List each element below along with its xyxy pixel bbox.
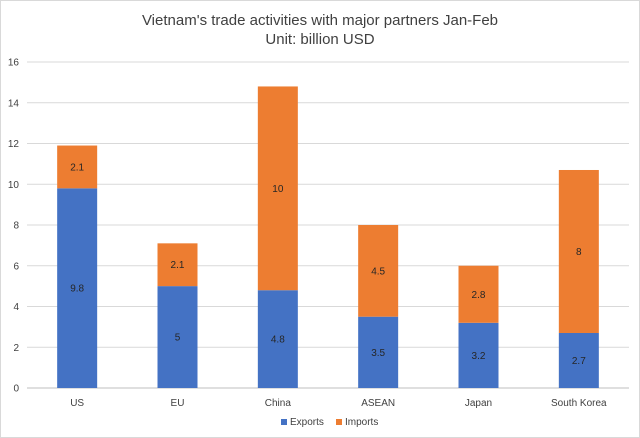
x-tick-label: EU xyxy=(171,398,185,409)
x-tick-label: South Korea xyxy=(551,398,607,409)
data-label: 2.1 xyxy=(70,162,84,173)
legend: Exports Imports xyxy=(281,417,378,428)
data-label: 5 xyxy=(175,333,181,344)
y-tick-label: 4 xyxy=(13,302,19,313)
data-label: 2.7 xyxy=(572,356,586,367)
legend-label-imports: Imports xyxy=(345,417,378,428)
data-label: 8 xyxy=(576,247,582,258)
x-tick-label: China xyxy=(265,398,292,409)
legend-label-exports: Exports xyxy=(290,417,324,428)
x-tick-label: Japan xyxy=(465,398,492,409)
chart-title: Vietnam's trade activities with major pa… xyxy=(142,12,498,29)
data-label: 3.5 xyxy=(371,348,385,359)
x-tick-label: ASEAN xyxy=(361,398,395,409)
y-tick-label: 2 xyxy=(13,343,19,354)
bars: 9.8 2.1 5 2.1 4.8 10 3.5 4.5 3.2 2.8 2.7 8 xyxy=(57,86,599,388)
data-label: 4.8 xyxy=(271,335,285,346)
data-label: 3.2 xyxy=(472,351,486,362)
bar-imports-us xyxy=(57,145,98,189)
legend-swatch-imports xyxy=(336,419,342,425)
bar-exports-china xyxy=(257,290,298,388)
y-tick-label: 8 xyxy=(13,221,19,232)
bar-imports-south-korea xyxy=(558,169,599,333)
bar-exports-eu xyxy=(157,286,198,388)
bar-imports-china xyxy=(257,86,298,291)
bar-exports-us xyxy=(57,188,98,388)
data-label: 10 xyxy=(272,184,284,195)
data-label: 2.8 xyxy=(472,290,486,301)
y-tick-label: 10 xyxy=(8,180,20,191)
y-tick-label: 12 xyxy=(8,139,20,150)
y-tick-label: 6 xyxy=(13,261,19,272)
y-tick-label: 14 xyxy=(8,98,20,109)
legend-swatch-exports xyxy=(281,419,287,425)
bar-imports-asean xyxy=(358,225,399,317)
x-axis-ticks: US EU China ASEAN Japan South Korea xyxy=(70,398,607,409)
y-tick-label: 16 xyxy=(8,58,20,69)
bar-exports-japan xyxy=(458,322,499,388)
chart-subtitle: Unit: billion USD xyxy=(265,31,374,48)
data-label: 2.1 xyxy=(171,260,185,271)
bar-imports-eu xyxy=(157,243,198,287)
bar-exports-south-korea xyxy=(558,332,599,388)
data-label: 9.8 xyxy=(70,284,84,295)
bar-exports-asean xyxy=(358,316,399,388)
gridlines xyxy=(27,61,629,389)
y-tick-label: 0 xyxy=(13,384,19,395)
x-tick-label: US xyxy=(70,398,84,409)
data-label: 4.5 xyxy=(371,266,385,277)
bar-imports-japan xyxy=(458,265,499,323)
y-axis-ticks: 0 2 4 6 8 10 12 14 16 xyxy=(8,58,20,395)
